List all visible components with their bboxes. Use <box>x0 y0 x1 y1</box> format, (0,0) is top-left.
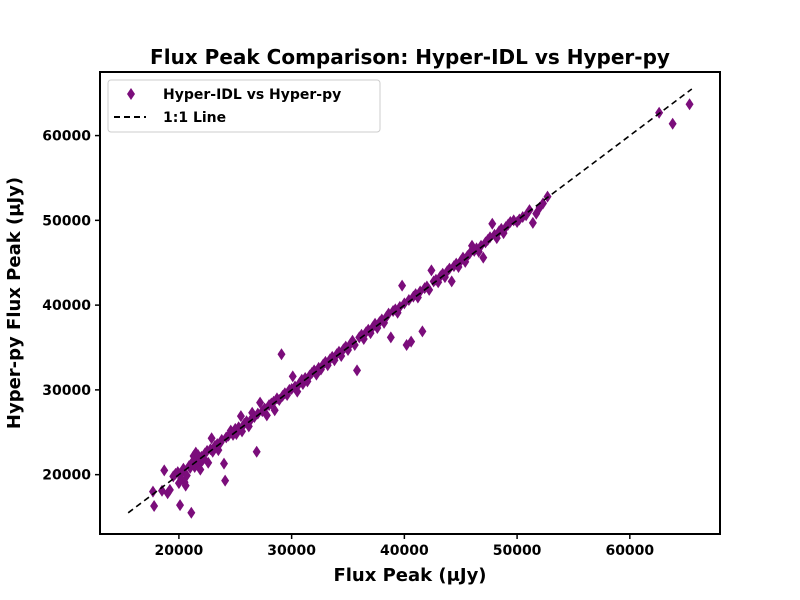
one-to-one-line <box>127 88 693 514</box>
legend-box <box>107 79 381 133</box>
legend-label-line: 1:1 Line <box>163 110 226 126</box>
y-tick-label: 20000 <box>42 468 91 484</box>
data-point <box>148 485 157 498</box>
y-axis-ticks: 20000 30000 40000 50000 60000 <box>42 129 100 484</box>
plot-area-frame <box>99 71 721 535</box>
data-point <box>220 457 228 470</box>
data-point <box>539 197 548 210</box>
x-tick-label: 40000 <box>380 543 429 559</box>
y-tick-label: 60000 <box>42 129 91 145</box>
data-point <box>252 445 261 458</box>
data-point <box>488 217 497 230</box>
data-point <box>176 499 185 512</box>
data-point <box>207 432 216 445</box>
chart-title: Flux Peak Comparison: Hyper-IDL vs Hyper… <box>150 45 670 69</box>
data-point <box>350 338 359 351</box>
data-point <box>262 409 271 422</box>
data-point <box>407 335 416 348</box>
data-point <box>160 464 169 477</box>
x-tick-label: 50000 <box>493 543 542 559</box>
legend: Hyper-IDL vs Hyper-py 1:1 Line <box>107 79 381 133</box>
data-point <box>150 500 159 513</box>
x-tick-label: 30000 <box>267 543 316 559</box>
data-point <box>221 474 230 487</box>
y-tick-label: 40000 <box>42 298 91 314</box>
data-point <box>187 506 196 519</box>
data-point <box>427 264 436 277</box>
legend-label-scatter: Hyper-IDL vs Hyper-py <box>163 87 341 103</box>
data-point <box>479 251 488 264</box>
data-point <box>270 404 279 417</box>
x-tick-label: 60000 <box>605 543 654 559</box>
data-point <box>418 325 427 338</box>
legend-marker-diamond <box>127 88 135 100</box>
data-point <box>528 216 537 229</box>
data-point <box>668 117 677 130</box>
data-points <box>148 98 694 519</box>
data-point <box>288 370 297 383</box>
x-axis-label: Flux Peak (μJy) <box>333 565 486 586</box>
data-point <box>398 279 407 292</box>
data-point <box>277 348 286 361</box>
reference-line-layer <box>127 88 693 514</box>
data-point <box>447 275 456 288</box>
x-tick-label: 20000 <box>155 543 204 559</box>
data-point <box>386 331 395 344</box>
y-tick-label: 30000 <box>42 383 91 399</box>
data-point <box>165 483 174 496</box>
x-axis-ticks: 20000 30000 40000 50000 60000 <box>155 534 654 559</box>
y-axis-label: Hyper-py Flux Peak (μJy) <box>4 177 25 429</box>
data-point <box>204 456 213 469</box>
data-point <box>236 410 245 423</box>
data-point <box>196 463 205 476</box>
data-point <box>182 469 191 482</box>
data-point <box>181 479 190 492</box>
data-point <box>425 283 434 296</box>
y-tick-label: 50000 <box>42 213 91 229</box>
data-point <box>353 364 362 377</box>
data-point <box>461 255 470 268</box>
data-point <box>685 98 694 111</box>
